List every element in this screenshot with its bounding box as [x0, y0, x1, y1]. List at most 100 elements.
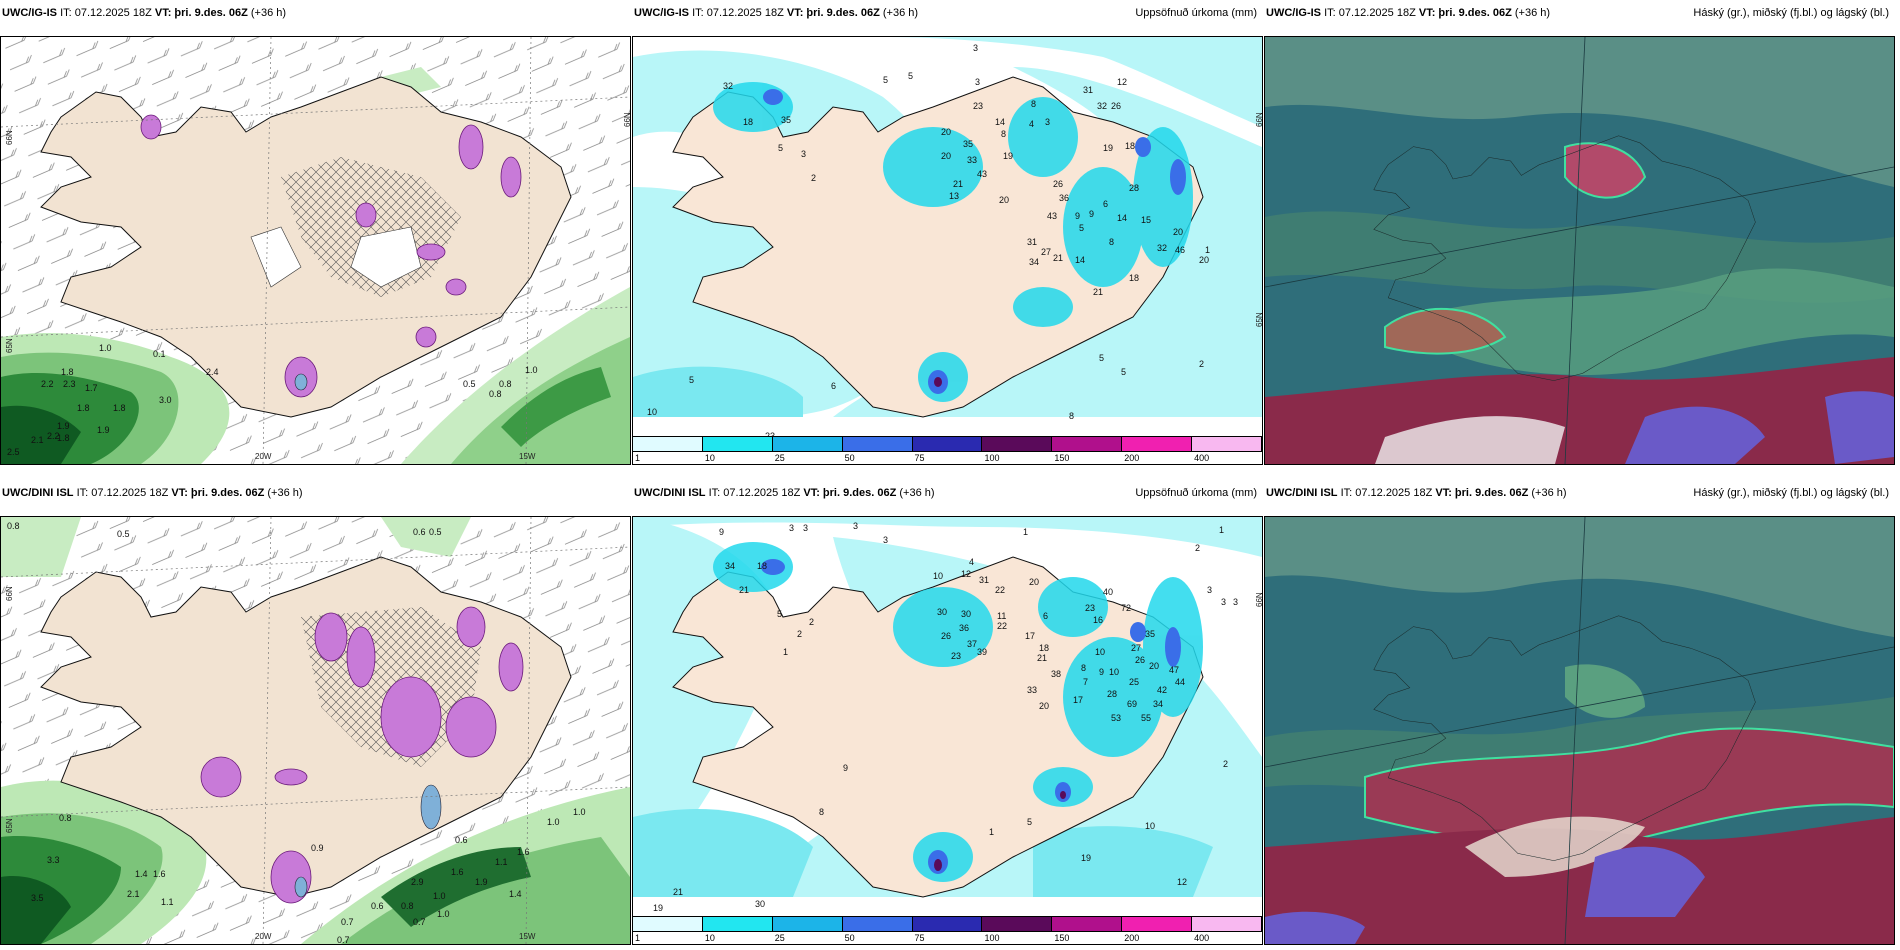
value-label: 1.0: [525, 365, 538, 375]
value-label: 28: [1129, 183, 1140, 193]
colorbar-tick: 10: [704, 453, 715, 463]
value-label: 34: [725, 561, 736, 571]
value-label: 1: [1023, 527, 1029, 537]
lead-time: (+36 h): [1531, 487, 1567, 499]
colorbar-swatch: [702, 436, 773, 452]
precip-map: [633, 37, 1262, 464]
value-label: 21: [1053, 253, 1064, 263]
value-label: 36: [959, 623, 970, 633]
value-label: 2.2: [47, 431, 60, 441]
value-label: 34: [1153, 699, 1164, 709]
value-label: 9: [1075, 211, 1081, 221]
map-frame[interactable]: 0.8 0.5 0.6 0.5 0.8 3.3 1.4 1.6 2.1 3.5 …: [0, 516, 631, 945]
lead-time: (+36 h): [882, 7, 919, 19]
value-label: 20: [1149, 661, 1160, 671]
model-name: UWC/IG-IS: [2, 7, 57, 19]
valid-time: þri. 9.des. 06Z: [806, 7, 880, 19]
panel-top-precip: UWC/IG-IS IT: 07.12.2025 18Z VT: þri. 9.…: [632, 0, 1263, 465]
value-label: 30: [937, 607, 948, 617]
value-label: 8: [1109, 237, 1115, 247]
map-frame[interactable]: 3 5 5 3 32 18 35 5 3 2 23 14 8 4 3 31 12…: [632, 36, 1263, 465]
value-label: 1.4: [135, 869, 148, 879]
panel-header: UWC/DINI ISL IT: 07.12.2025 18Z VT: þri.…: [1264, 480, 1895, 506]
valid-label: VT:: [171, 487, 188, 499]
value-label: 12: [961, 569, 972, 579]
colorbar-swatch: [633, 436, 703, 452]
value-label: 22: [995, 585, 1006, 595]
value-label: 27: [1131, 643, 1142, 653]
value-label: 2.1: [127, 889, 140, 899]
valid-label: VT:: [803, 487, 820, 499]
map-frame[interactable]: [1264, 516, 1895, 945]
value-label: 0.8: [59, 813, 72, 823]
value-label: 0.8: [7, 521, 20, 531]
value-label: 32: [1157, 243, 1168, 253]
value-label: 9: [1099, 667, 1105, 677]
value-label: 3.5: [31, 893, 44, 903]
panel-bottom-precip: UWC/DINI ISL IT: 07.12.2025 18Z VT: þri.…: [632, 480, 1263, 945]
value-label: 10: [647, 407, 658, 417]
value-label: 1.1: [161, 897, 174, 907]
value-label: 2: [811, 173, 817, 183]
panel-header: UWC/IG-IS IT: 07.12.2025 18Z VT: þri. 9.…: [1264, 0, 1895, 26]
valid-label: VT:: [1418, 7, 1436, 19]
value-label: 20: [1173, 227, 1184, 237]
value-label: 39: [977, 647, 988, 657]
value-label: 12: [1117, 77, 1128, 87]
value-label: 5: [1121, 367, 1127, 377]
model-name: UWC/IG-IS: [634, 7, 689, 19]
map-frame[interactable]: 9 3 3 3 3 34 18 21 5 2 2 1 10 12 4 30 36…: [632, 516, 1263, 945]
value-label: 10: [1145, 821, 1156, 831]
value-label: 2.5: [7, 447, 20, 457]
value-label: 3: [975, 77, 981, 87]
value-label: 23: [973, 101, 984, 111]
panel-bottom-clouds: UWC/DINI ISL IT: 07.12.2025 18Z VT: þri.…: [1264, 480, 1895, 945]
colorbar-tick: 10: [704, 933, 715, 943]
value-label: 0.7: [337, 935, 350, 945]
colorbar-tick: 150: [1054, 453, 1070, 463]
valid-label: VT:: [786, 7, 804, 19]
colorbar: 1 10 25 50 75 100 150 200 400: [633, 916, 1262, 944]
value-label: 21: [953, 179, 964, 189]
value-label: 5: [778, 143, 784, 153]
map-frame[interactable]: [1264, 36, 1895, 465]
value-label: 12: [1177, 877, 1188, 887]
value-label: 2: [1199, 359, 1205, 369]
value-label: 23: [1085, 603, 1096, 613]
colorbar-tick: 50: [844, 933, 855, 943]
value-label: 3: [1233, 597, 1239, 607]
value-label: 2: [797, 629, 803, 639]
value-label: 38: [1051, 669, 1062, 679]
colorbar-tick: 25: [774, 933, 785, 943]
value-label: 17: [1025, 631, 1036, 641]
value-label: 21: [739, 585, 750, 595]
init-time: IT: 07.12.2025 18Z: [60, 7, 152, 19]
value-label: 40: [1103, 587, 1114, 597]
lat-label-65n: 65N: [5, 338, 14, 353]
init-time: IT: 07.12.2025 18Z: [76, 487, 169, 499]
value-label: 0.8: [489, 389, 502, 399]
valid-time: þri. 9.des. 06Z: [1438, 7, 1512, 19]
value-label: 1.0: [547, 817, 560, 827]
value-label: 19: [1081, 853, 1092, 863]
colorbar-swatch: [842, 436, 913, 452]
value-label: 20: [1029, 577, 1040, 587]
value-label: 26: [1135, 655, 1146, 665]
value-label: 1.0: [573, 807, 586, 817]
value-label: 7: [1083, 677, 1089, 687]
valid-time: þri. 9.des. 06Z: [822, 487, 897, 499]
value-label: 33: [967, 155, 978, 165]
value-label: 1.8: [77, 403, 90, 413]
colorbar-swatch: [982, 436, 1053, 452]
value-label: 19: [1103, 143, 1114, 153]
model-name: UWC/DINI ISL: [1266, 487, 1338, 499]
value-label: 6: [1043, 611, 1049, 621]
value-label: 2.3: [63, 379, 76, 389]
colorbar-tick: 400: [1194, 453, 1210, 463]
value-label: 18: [1129, 273, 1140, 283]
value-label: 32: [1097, 101, 1108, 111]
map-frame[interactable]: 1.0 0.1 2.4 1.8 2.2 2.3 1.7 1.8 1.8 1.9 …: [0, 36, 631, 465]
value-label: 37: [967, 639, 978, 649]
panel-top-wind: UWC/IG-IS IT: 07.12.2025 18Z VT: þri. 9.…: [0, 0, 631, 465]
value-label: 44: [1175, 677, 1186, 687]
